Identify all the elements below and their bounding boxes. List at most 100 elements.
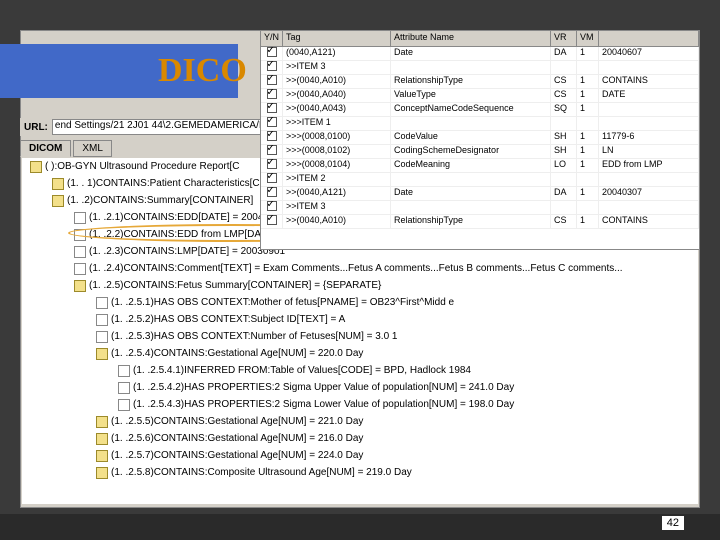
col-val[interactable]: [599, 31, 699, 46]
cell-vm: [577, 201, 599, 214]
slide-title: DICO: [158, 52, 247, 90]
cell-yn[interactable]: [261, 131, 283, 144]
tree-item[interactable]: (1. .2.5.4.3)HAS PROPERTIES:2 Sigma Lowe…: [22, 396, 698, 413]
cell-vm: [577, 173, 599, 186]
tree-item[interactable]: (1. .2.5.6)CONTAINS:Gestational Age[NUM]…: [22, 430, 698, 447]
tree-item-label: (1. .2)CONTAINS:Summary[CONTAINER]: [67, 195, 253, 206]
cell-yn[interactable]: [261, 215, 283, 228]
checkbox-icon[interactable]: [267, 117, 277, 127]
cell-yn[interactable]: [261, 89, 283, 102]
checkbox-icon[interactable]: [267, 215, 277, 225]
cell-val: [599, 173, 699, 186]
cell-val: 20040607: [599, 47, 699, 60]
tree-item-label: (1. .2.5.6)CONTAINS:Gestational Age[NUM]…: [111, 433, 363, 444]
cell-attr: CodingSchemeDesignator: [391, 145, 551, 158]
cell-yn[interactable]: [261, 201, 283, 214]
tree-item[interactable]: (1. .2.5.3)HAS OBS CONTEXT:Number of Fet…: [22, 328, 698, 345]
cell-yn[interactable]: [261, 173, 283, 186]
tree-item-label: (1. .2.5.2)HAS OBS CONTEXT:Subject ID[TE…: [111, 314, 345, 325]
url-label: URL:: [20, 122, 52, 133]
tree-item[interactable]: (1. .2.5.1)HAS OBS CONTEXT:Mother of fet…: [22, 294, 698, 311]
folder-icon: [52, 195, 64, 207]
cell-val: 20040307: [599, 187, 699, 200]
cell-attr: RelationshipType: [391, 215, 551, 228]
tree-item[interactable]: (1. .2.4)CONTAINS:Comment[TEXT] = Exam C…: [22, 260, 698, 277]
cell-yn[interactable]: [261, 145, 283, 158]
cell-tag: >>(0040,A043): [283, 103, 391, 116]
tab-xml[interactable]: XML: [73, 140, 112, 157]
cell-attr: [391, 61, 551, 74]
checkbox-icon[interactable]: [267, 89, 277, 99]
cell-yn[interactable]: [261, 61, 283, 74]
tree-item[interactable]: (1. .2.5.4.1)INFERRED FROM:Table of Valu…: [22, 362, 698, 379]
checkbox-icon[interactable]: [267, 145, 277, 155]
attribute-table: Y/N Tag Attribute Name VR VM (0040,A121)…: [260, 30, 700, 250]
table-row[interactable]: >>>(0008,0102)CodingSchemeDesignatorSH1L…: [261, 145, 699, 159]
tree-item[interactable]: (1. .2.5.4)CONTAINS:Gestational Age[NUM]…: [22, 345, 698, 362]
checkbox-icon[interactable]: [267, 103, 277, 113]
col-yn[interactable]: Y/N: [261, 31, 283, 46]
cell-yn[interactable]: [261, 47, 283, 60]
cell-yn[interactable]: [261, 117, 283, 130]
cell-tag: >>(0040,A010): [283, 215, 391, 228]
checkbox-icon[interactable]: [267, 159, 277, 169]
table-header: Y/N Tag Attribute Name VR VM: [261, 31, 699, 47]
table-row[interactable]: >>(0040,A121)DateDA120040307: [261, 187, 699, 201]
checkbox-icon[interactable]: [267, 75, 277, 85]
url-input[interactable]: end Settings/21 2J01 44\2.GEMEDAMERICA/I: [52, 119, 268, 135]
cell-vr: [551, 117, 577, 130]
folder-icon: [52, 178, 64, 190]
cell-vr: LO: [551, 159, 577, 172]
cell-yn[interactable]: [261, 187, 283, 200]
cell-tag: >>>(0008,0100): [283, 131, 391, 144]
tab-dicom[interactable]: DICOM: [20, 140, 71, 157]
document-icon: [96, 314, 108, 326]
cell-tag: >>ITEM 2: [283, 173, 391, 186]
table-row[interactable]: >>ITEM 3: [261, 201, 699, 215]
cell-vr: DA: [551, 47, 577, 60]
cell-vr: [551, 173, 577, 186]
cell-vr: CS: [551, 215, 577, 228]
tree-item[interactable]: (1. .2.5.4.2)HAS PROPERTIES:2 Sigma Uppe…: [22, 379, 698, 396]
cell-yn[interactable]: [261, 159, 283, 172]
checkbox-icon[interactable]: [267, 47, 277, 57]
col-vm[interactable]: VM: [577, 31, 599, 46]
cell-yn[interactable]: [261, 75, 283, 88]
checkbox-icon[interactable]: [267, 61, 277, 71]
tree-item[interactable]: (1. .2.5.7)CONTAINS:Gestational Age[NUM]…: [22, 447, 698, 464]
document-icon: [96, 331, 108, 343]
table-row[interactable]: >>ITEM 3: [261, 61, 699, 75]
table-row[interactable]: >>(0040,A040)ValueTypeCS1DATE: [261, 89, 699, 103]
table-row[interactable]: >>>(0008,0104)CodeMeaningLO1EDD from LMP: [261, 159, 699, 173]
col-vr[interactable]: VR: [551, 31, 577, 46]
tree-item[interactable]: (1. .2.5)CONTAINS:Fetus Summary[CONTAINE…: [22, 277, 698, 294]
folder-icon: [96, 433, 108, 445]
table-row[interactable]: >>(0040,A043)ConceptNameCodeSequenceSQ1: [261, 103, 699, 117]
table-row[interactable]: >>>ITEM 1: [261, 117, 699, 131]
cell-yn[interactable]: [261, 103, 283, 116]
cell-attr: [391, 173, 551, 186]
col-tag[interactable]: Tag: [283, 31, 391, 46]
tree-item-label: (1. .2.3)CONTAINS:LMP[DATE] = 20030901: [89, 246, 285, 257]
tree-item[interactable]: (1. .2.5.8)CONTAINS:Composite Ultrasound…: [22, 464, 698, 481]
table-row[interactable]: >>ITEM 2: [261, 173, 699, 187]
cell-tag: >>>(0008,0104): [283, 159, 391, 172]
checkbox-icon[interactable]: [267, 131, 277, 141]
tree-item[interactable]: (1. .2.5.5)CONTAINS:Gestational Age[NUM]…: [22, 413, 698, 430]
checkbox-icon[interactable]: [267, 173, 277, 183]
table-row[interactable]: >>(0040,A010)RelationshipTypeCS1CONTAINS: [261, 215, 699, 229]
tree-item[interactable]: (1. .2.5.2)HAS OBS CONTEXT:Subject ID[TE…: [22, 311, 698, 328]
cell-val: DATE: [599, 89, 699, 102]
bottom-border: [0, 514, 720, 540]
checkbox-icon[interactable]: [267, 187, 277, 197]
cell-vm: 1: [577, 89, 599, 102]
tree-item-label: (1. .2.5.8)CONTAINS:Composite Ultrasound…: [111, 467, 412, 478]
tree-item-label: (1. . 1)CONTAINS:Patient Characteristics…: [67, 178, 260, 189]
checkbox-icon[interactable]: [267, 201, 277, 211]
table-row[interactable]: >>(0040,A010)RelationshipTypeCS1CONTAINS: [261, 75, 699, 89]
cell-vm: 1: [577, 187, 599, 200]
table-row[interactable]: >>>(0008,0100)CodeValueSH111779-6: [261, 131, 699, 145]
table-row[interactable]: (0040,A121)DateDA120040607: [261, 47, 699, 61]
cell-vm: 1: [577, 103, 599, 116]
col-attr[interactable]: Attribute Name: [391, 31, 551, 46]
